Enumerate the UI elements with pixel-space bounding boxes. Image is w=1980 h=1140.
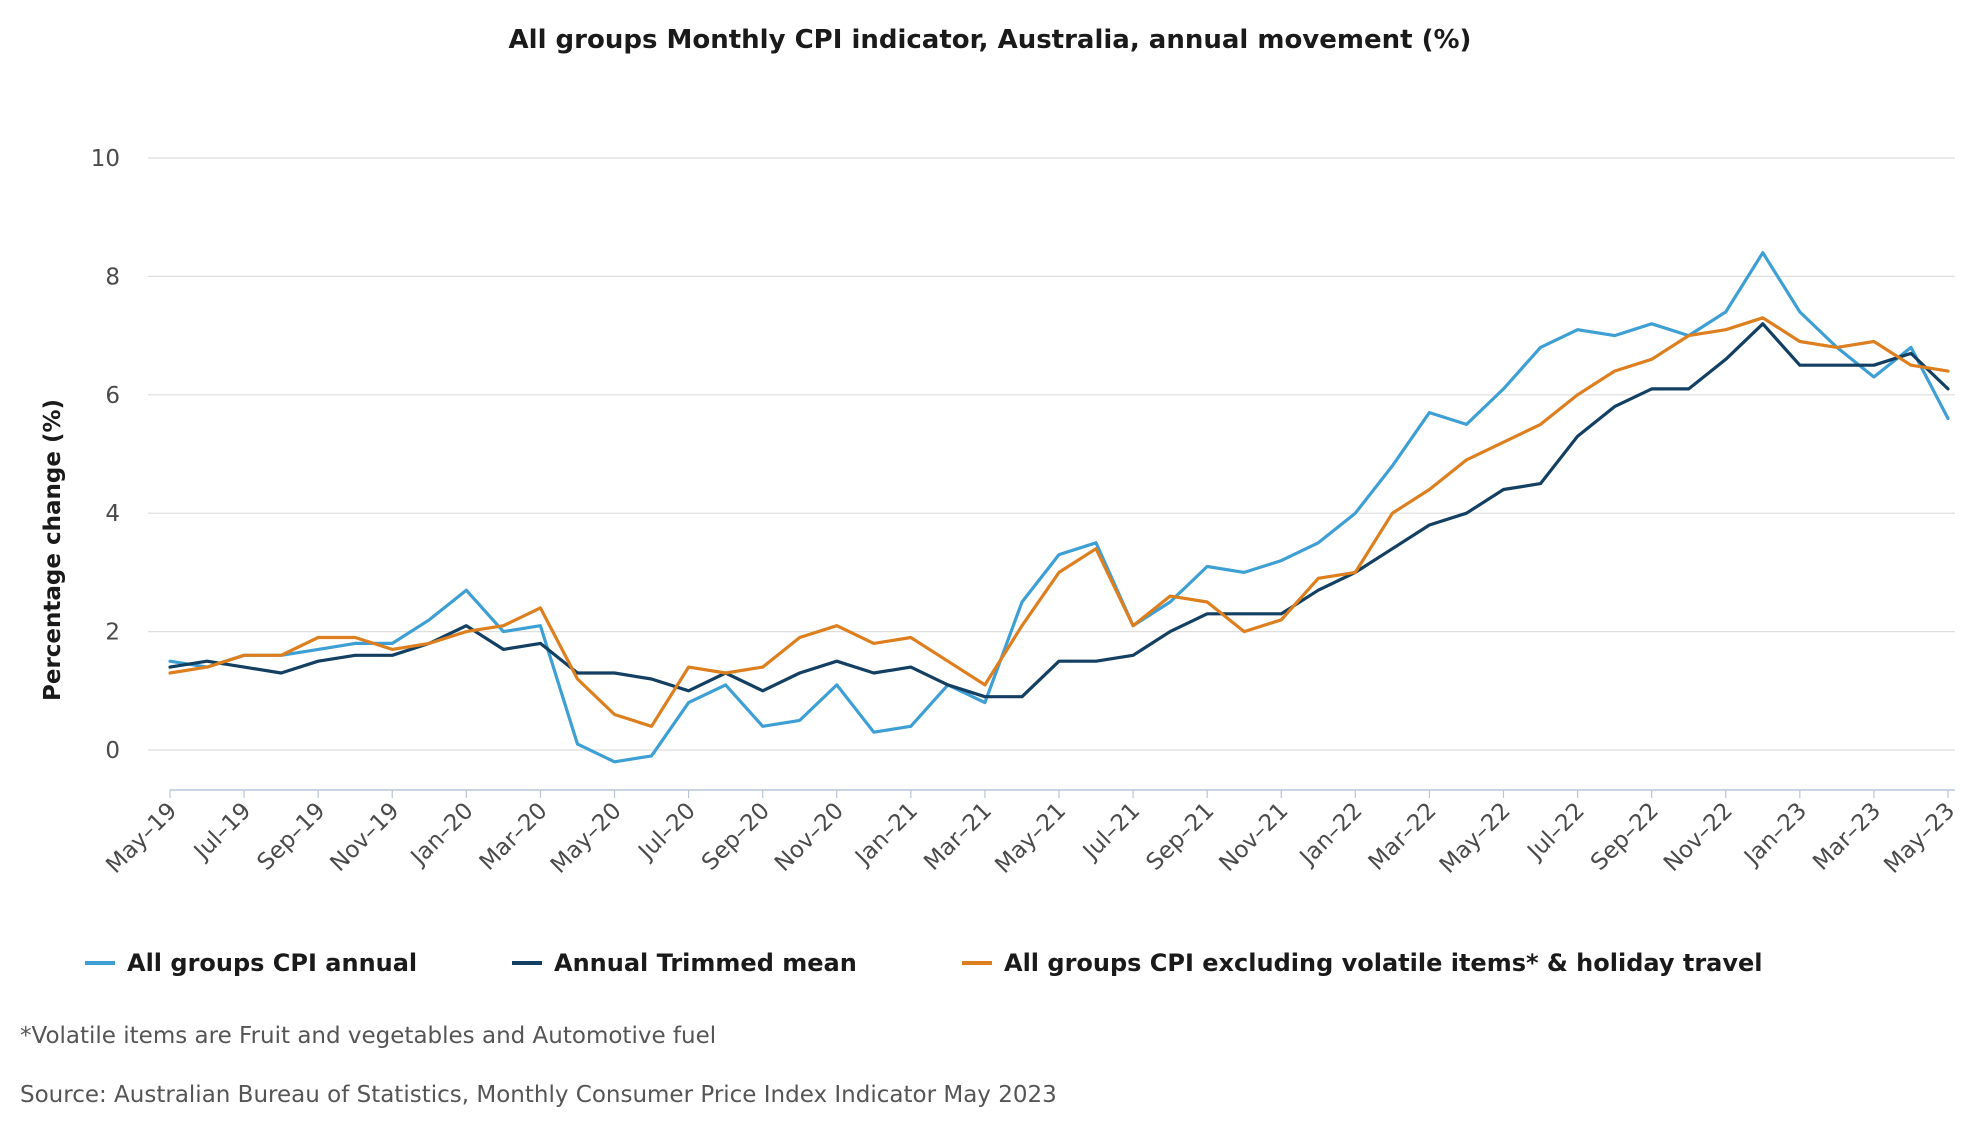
footnote: *Volatile items are Fruit and vegetables…: [20, 1023, 716, 1049]
x-tick-label: Jan–21: [849, 798, 923, 872]
x-tick-label: Jan–22: [1294, 798, 1368, 872]
x-tick-label: Sep–21: [1142, 798, 1220, 876]
series-line-2: [168, 316, 1950, 728]
y-tick-label: 10: [91, 146, 120, 172]
source-note: Source: Australian Bureau of Statistics,…: [20, 1082, 1057, 1108]
x-tick-label: Sep–20: [697, 798, 775, 876]
x-tick-label: Sep–19: [253, 798, 331, 876]
y-tick-label: 2: [105, 620, 120, 646]
legend: All groups CPI annual Annual Trimmed mean…: [85, 949, 1763, 977]
x-tick-label: Jan–23: [1738, 798, 1812, 872]
x-tick-label: May–21: [990, 798, 1071, 879]
legend-label-2: All groups CPI excluding volatile items*…: [1004, 949, 1763, 977]
x-tick-label: Jan–20: [405, 798, 479, 872]
series-line-1: [168, 322, 1950, 699]
x-tick-label: Nov–19: [326, 798, 405, 877]
y-tick-labels: 0 2 4 6 8 10: [91, 146, 120, 764]
x-tick-label: Mar–23: [1808, 798, 1886, 876]
x-tick-label: Mar–20: [475, 798, 553, 876]
x-tick-label: Mar–21: [919, 798, 997, 876]
y-axis-label: Percentage change (%): [40, 399, 66, 701]
x-tick-label: Jul–21: [1077, 798, 1145, 866]
y-tick-label: 6: [105, 383, 120, 409]
x-tick-label: Jul–22: [1522, 798, 1590, 866]
x-tick-label: Nov–21: [1215, 798, 1294, 877]
x-tick-label: Jul–19: [188, 798, 256, 866]
legend-label-1: Annual Trimmed mean: [554, 949, 857, 977]
x-tick-label: Nov–20: [770, 798, 849, 877]
y-tick-label: 8: [105, 264, 120, 290]
x-tick-label: Mar–22: [1364, 798, 1442, 876]
x-tick-label: May–19: [101, 798, 182, 879]
x-tick-label: May–20: [546, 798, 627, 879]
x-tick-label: May–23: [1879, 798, 1960, 879]
x-tick-label: Nov–22: [1659, 798, 1738, 877]
y-tick-label: 4: [105, 501, 120, 527]
series-line-0: [168, 251, 1950, 764]
x-tick-label: May–22: [1435, 798, 1516, 879]
y-tick-label: 0: [105, 738, 120, 764]
x-tick-label: Sep–22: [1586, 798, 1664, 876]
gridlines: [148, 157, 1955, 751]
series-lines: [168, 251, 1950, 764]
x-tick-label: Jul–20: [633, 798, 701, 866]
legend-label-0: All groups CPI annual: [127, 949, 417, 977]
chart-title: All groups Monthly CPI indicator, Austra…: [509, 25, 1472, 55]
